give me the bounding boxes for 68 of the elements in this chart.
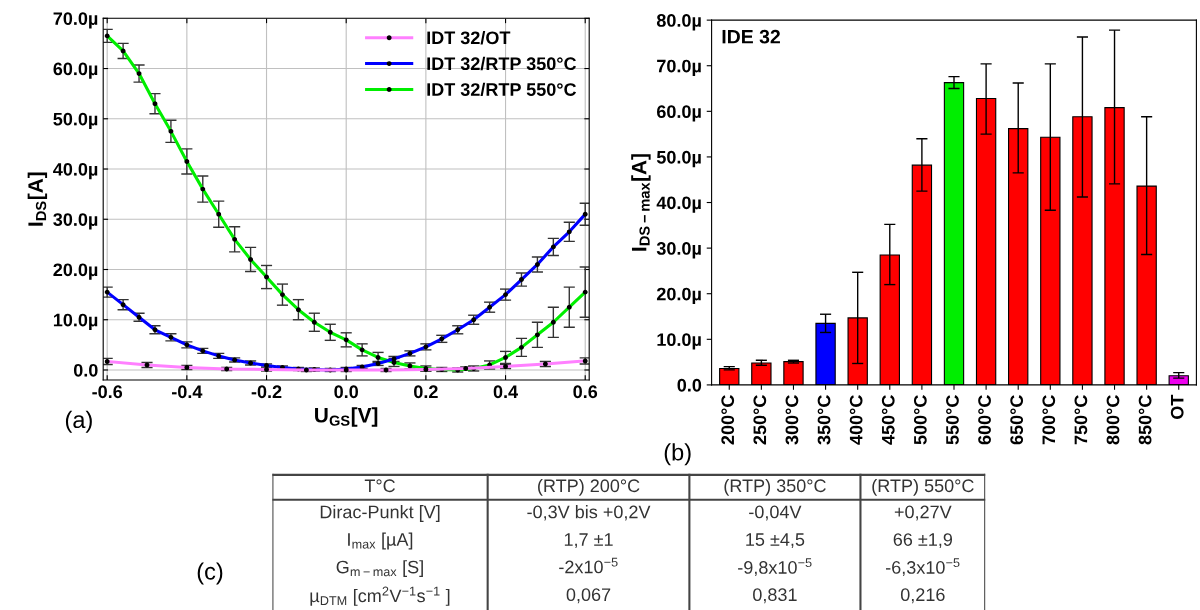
x-tick-label: 0.0 bbox=[334, 385, 359, 399]
text: (c) bbox=[197, 562, 223, 585]
x-tick-label: OT bbox=[1170, 394, 1184, 419]
legend-label: IDT 32/OT bbox=[427, 30, 511, 45]
y-tick-label: 10.0µ bbox=[53, 313, 98, 331]
x-tick-label: 450°C bbox=[881, 395, 895, 445]
text: 1,7 ±1 bbox=[564, 533, 613, 549]
x-tick-label: 600°C bbox=[978, 395, 991, 445]
text: µ$_{DTM}$ [cm$^{2}$V$^{−1}$s$^{−1}$ ] bbox=[310, 586, 450, 606]
y-tick-label: 0.0 bbox=[73, 363, 98, 377]
x-tick-label: 550°C bbox=[946, 395, 959, 445]
x-tick-label: 400°C bbox=[849, 395, 863, 445]
text: 0,216 bbox=[900, 588, 945, 604]
legend-label: IDT 32/RTP 550°C bbox=[427, 82, 577, 97]
x-tick-label: 350°C bbox=[817, 395, 831, 445]
text: T°C bbox=[364, 479, 395, 493]
text: (a) bbox=[65, 410, 92, 433]
y-axis-title: I$_{DS}$[A] bbox=[27, 172, 48, 226]
x-tick-label: 200°C bbox=[721, 395, 735, 445]
x-tick-label: 700°C bbox=[1042, 395, 1056, 445]
text: -0,04V bbox=[749, 505, 802, 521]
y-axis-title: I$_{DS−max}$[A] bbox=[631, 154, 651, 251]
x-tick-label: 300°C bbox=[785, 395, 799, 445]
y-tick-label: 60.0µ bbox=[657, 105, 701, 122]
y-tick-label: 20.0µ bbox=[53, 263, 98, 280]
y-tick-label: 10.0µ bbox=[657, 333, 701, 350]
text: (RTP) 550°C bbox=[872, 478, 974, 496]
x-tick-label: -0.6 bbox=[92, 385, 123, 399]
text: (RTP) 350°C bbox=[724, 478, 826, 496]
y-tick-label: 50.0µ bbox=[656, 150, 701, 168]
x-tick-label: 800°C bbox=[1106, 395, 1120, 445]
x-tick-label: -0.4 bbox=[172, 385, 203, 399]
y-tick-label: 30.0µ bbox=[53, 213, 98, 230]
x-tick-label: 0.4 bbox=[493, 385, 518, 399]
y-tick-label: 40.0µ bbox=[53, 162, 98, 180]
text: Dirac-Punkt [V] bbox=[320, 505, 440, 522]
legend-label: IDT 32/RTP 350°C bbox=[427, 56, 577, 71]
x-tick-label: 650°C bbox=[1010, 395, 1024, 445]
y-tick-label: 70.0µ bbox=[53, 12, 98, 29]
text: G$_{m−max}$ [S] bbox=[336, 560, 423, 577]
text: 15 ±4,5 bbox=[746, 533, 805, 549]
annotation: IDE 32 bbox=[722, 29, 780, 44]
x-tick-label: 0.2 bbox=[414, 385, 438, 399]
text: I$_{max}$ [µA] bbox=[348, 532, 413, 550]
y-tick-label: 70.0µ bbox=[657, 59, 701, 77]
x-tick-label: 250°C bbox=[753, 395, 767, 445]
text: 66 ±1,9 bbox=[893, 533, 953, 549]
x-tick-label: 850°C bbox=[1138, 395, 1152, 445]
y-tick-label: 50.0µ bbox=[53, 112, 98, 130]
text: -9,8x10$^{−5}$ bbox=[738, 558, 812, 576]
text: 0,067 bbox=[566, 588, 611, 604]
text: (RTP) 200°C bbox=[538, 478, 640, 496]
x-axis-title: U$_{GS}$[V] bbox=[315, 407, 378, 427]
y-tick-label: 40.0µ bbox=[656, 196, 701, 213]
text: -2x10$^{−5}$ bbox=[559, 557, 618, 574]
x-tick-label: 500°C bbox=[913, 395, 927, 445]
x-tick-label: 0.6 bbox=[573, 385, 598, 399]
text: -6,3x10$^{−5}$ bbox=[885, 558, 960, 576]
y-tick-label: 60.0µ bbox=[53, 62, 98, 79]
text: +0,27V bbox=[894, 505, 952, 521]
y-tick-label: 80.0µ bbox=[656, 14, 701, 31]
x-tick-label: -0.2 bbox=[251, 385, 282, 399]
x-tick-label: 750°C bbox=[1074, 395, 1088, 445]
text: (b) bbox=[664, 443, 691, 466]
y-tick-label: 30.0µ bbox=[656, 242, 701, 259]
text: 0,831 bbox=[753, 588, 797, 604]
text: -0,3V bis +0,2V bbox=[527, 505, 651, 521]
y-tick-label: 20.0µ bbox=[656, 287, 701, 305]
